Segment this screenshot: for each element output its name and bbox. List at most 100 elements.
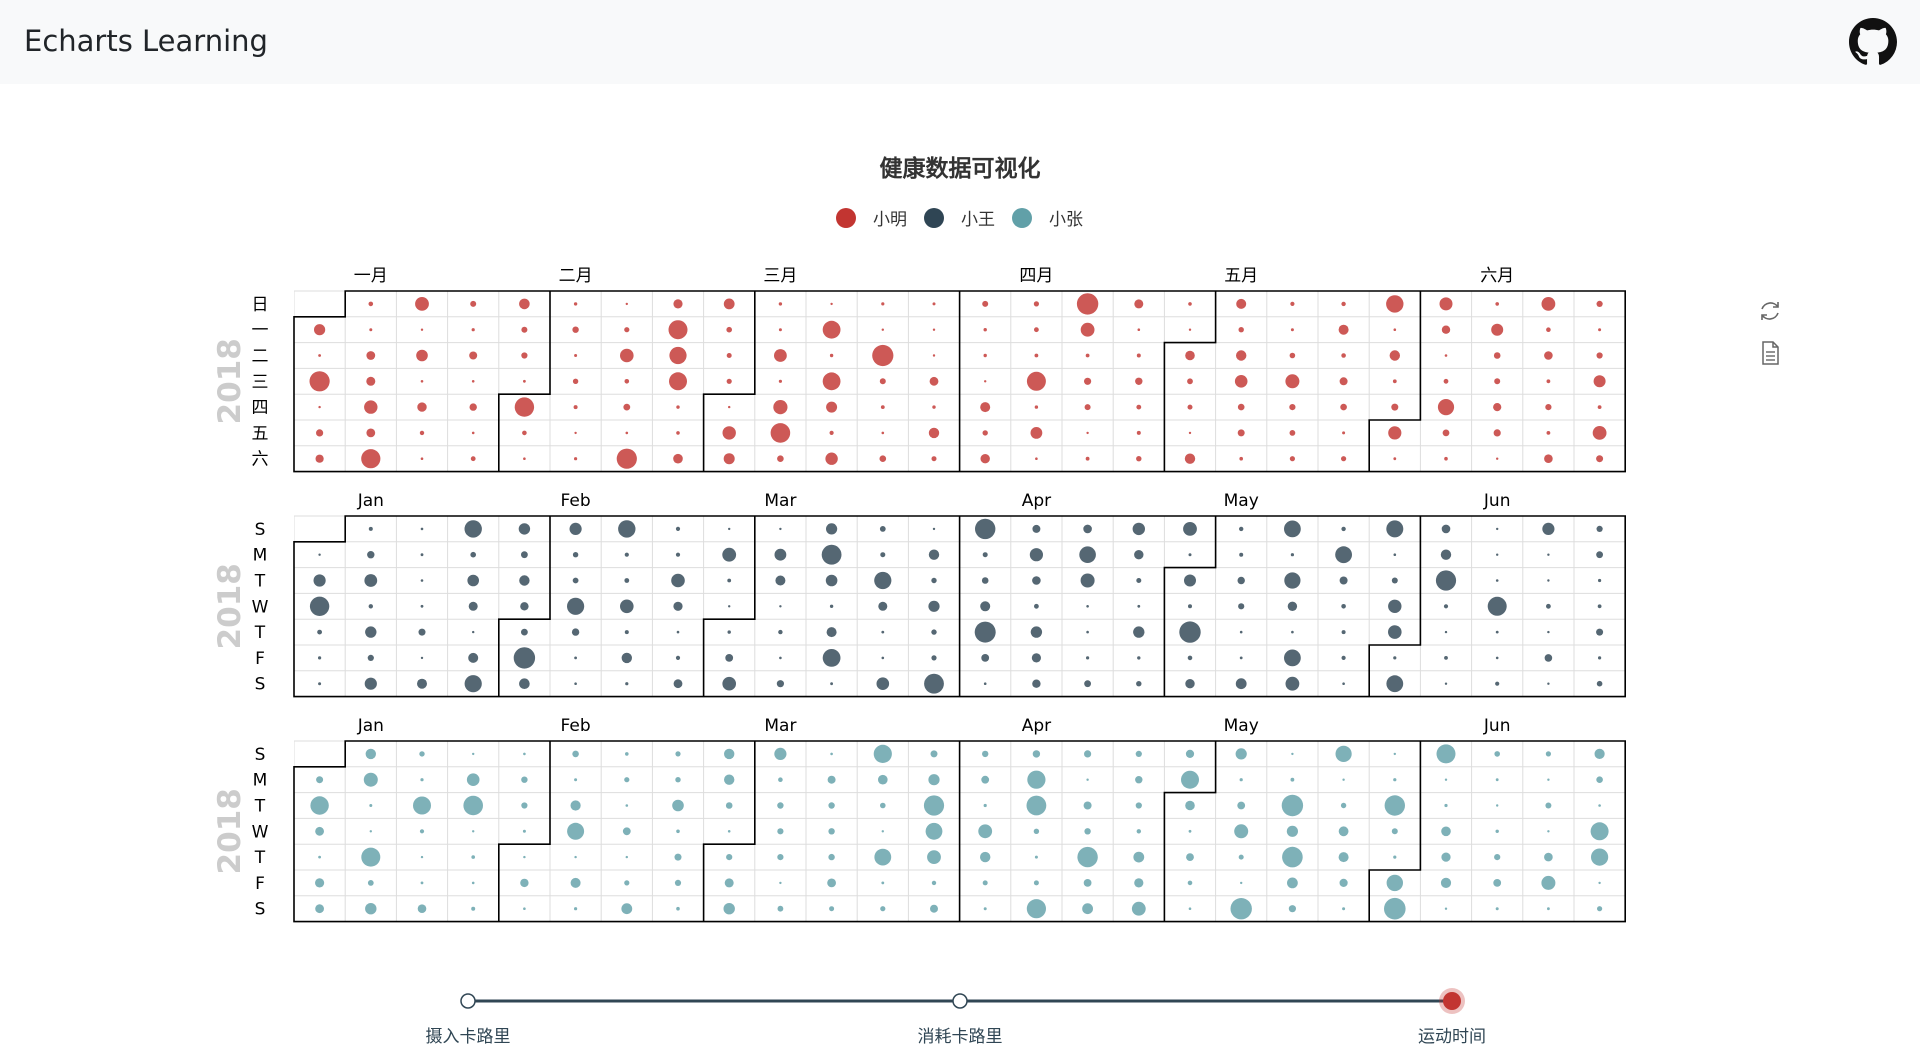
data-point <box>419 751 425 757</box>
data-point <box>724 774 735 785</box>
data-point <box>1494 751 1500 757</box>
month-label: 二月 <box>559 266 593 286</box>
timeline-item[interactable]: 运动时间 <box>1418 988 1486 1047</box>
data-point <box>574 778 578 782</box>
data-point <box>1384 897 1406 920</box>
data-point <box>1086 431 1089 435</box>
data-point <box>881 431 885 435</box>
data-point <box>1444 682 1448 685</box>
data-point <box>1285 374 1300 389</box>
timeline-item[interactable]: 摄入卡路里 <box>426 993 511 1047</box>
brand-link[interactable]: Echarts Learning <box>24 24 268 58</box>
day-label: S <box>255 745 266 765</box>
data-point <box>827 775 836 784</box>
data-point <box>728 405 731 409</box>
data-point <box>1085 353 1090 358</box>
data-point <box>881 630 885 634</box>
data-point <box>472 752 475 756</box>
data-point <box>981 654 990 662</box>
grid-mask <box>240 516 294 697</box>
data-point <box>574 656 577 660</box>
data-point <box>825 574 838 587</box>
timeline-item[interactable]: 消耗卡路里 <box>918 993 1003 1047</box>
data-point <box>676 906 680 911</box>
data-point <box>1235 748 1247 760</box>
data-point <box>521 776 528 783</box>
data-point <box>673 299 683 309</box>
data-point <box>363 772 378 787</box>
data-point <box>1084 377 1092 385</box>
data-point <box>624 880 630 886</box>
data-point <box>1287 601 1298 611</box>
data-point <box>1029 548 1043 562</box>
data-point <box>881 830 884 833</box>
data-point <box>1340 802 1347 809</box>
day-label: T <box>254 848 266 868</box>
data-point <box>470 300 477 307</box>
data-point <box>522 430 527 436</box>
legend-item[interactable]: 小明 <box>836 208 907 230</box>
data-point <box>571 628 580 636</box>
data-point <box>625 752 629 756</box>
month-boundary <box>498 291 551 472</box>
restore-icon[interactable] <box>1754 295 1786 327</box>
month-label: Feb <box>561 491 591 511</box>
data-view-icon[interactable] <box>1758 338 1784 368</box>
data-point <box>366 351 376 360</box>
data-point <box>1435 570 1457 591</box>
data-point <box>874 571 892 590</box>
data-point <box>1134 550 1144 560</box>
data-point <box>1084 828 1091 835</box>
data-point <box>1544 852 1553 862</box>
data-point <box>830 302 833 306</box>
day-label: F <box>255 649 265 669</box>
github-icon[interactable] <box>1849 18 1897 66</box>
grid-mask <box>240 291 294 472</box>
data-point <box>1185 749 1195 759</box>
data-point <box>879 455 887 463</box>
data-point <box>1547 682 1550 685</box>
data-point <box>1032 524 1041 533</box>
day-label: 日 <box>252 295 269 315</box>
data-point <box>1593 375 1606 388</box>
data-point <box>309 596 330 616</box>
data-point <box>523 855 526 859</box>
month-label: Jun <box>1483 491 1511 511</box>
data-point <box>1291 752 1294 756</box>
data-point <box>572 552 579 558</box>
data-point <box>1136 404 1142 410</box>
data-point <box>1187 404 1193 410</box>
data-point <box>1496 804 1499 807</box>
data-point <box>1082 903 1093 915</box>
timeline-point <box>460 993 476 1009</box>
data-point <box>470 456 476 462</box>
data-point <box>1391 828 1398 835</box>
data-point <box>932 302 936 306</box>
data-point <box>1590 822 1609 841</box>
data-point <box>469 351 478 360</box>
data-point <box>1495 907 1499 911</box>
data-point <box>574 682 577 685</box>
data-point <box>879 526 886 532</box>
legend-item[interactable]: 小王 <box>924 208 995 230</box>
data-point <box>1077 846 1098 868</box>
data-point <box>1597 604 1602 609</box>
data-point <box>1238 854 1244 860</box>
data-point <box>1287 877 1298 889</box>
data-point <box>1440 549 1452 560</box>
data-point <box>722 676 736 691</box>
data-point <box>1439 297 1453 311</box>
data-point <box>1187 880 1193 886</box>
data-point <box>1339 878 1348 888</box>
data-point <box>983 328 987 332</box>
data-point <box>822 372 841 391</box>
data-point <box>1338 826 1349 837</box>
legend-item[interactable]: 小张 <box>1012 208 1083 230</box>
data-point <box>1391 403 1399 411</box>
data-point <box>1030 427 1043 439</box>
data-point <box>521 802 528 809</box>
month-label: 六月 <box>1480 266 1514 286</box>
data-point <box>616 448 637 469</box>
data-point <box>417 402 427 412</box>
data-point <box>1591 848 1609 866</box>
